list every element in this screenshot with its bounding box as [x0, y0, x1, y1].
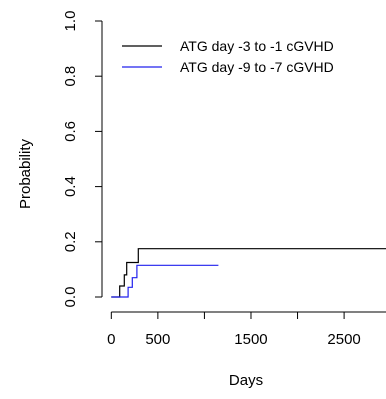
- series-layer: [111, 248, 386, 298]
- x-axis-label: Days: [229, 372, 263, 389]
- y-tick-label: 0.4: [62, 176, 79, 197]
- x-tick-label: 0: [107, 331, 115, 348]
- series-line-2: [111, 264, 219, 298]
- x-tick-label: 500: [145, 331, 170, 348]
- x-tick-label: 1500: [234, 331, 267, 348]
- legend: ATG day -3 to -1 cGVHD ATG day -9 to -7 c…: [122, 38, 334, 75]
- series-line-1: [111, 248, 386, 298]
- y-tick-label: 0.2: [62, 231, 79, 252]
- y-axis-label: Probability: [17, 138, 34, 209]
- y-tick-label: 0.8: [62, 66, 79, 87]
- x-axis: 0 500 1500 2500: [107, 311, 386, 348]
- legend-label: ATG day -9 to -7 cGVHD: [180, 59, 334, 75]
- y-tick-label: 1.0: [62, 11, 79, 32]
- y-axis: 0.0 0.2 0.4 0.6 0.8 1.0: [62, 11, 103, 308]
- y-tick-label: 0.6: [62, 121, 79, 142]
- y-tick-label: 0.0: [62, 287, 79, 308]
- legend-label: ATG day -3 to -1 cGVHD: [180, 38, 334, 54]
- x-tick-label: 2500: [327, 331, 360, 348]
